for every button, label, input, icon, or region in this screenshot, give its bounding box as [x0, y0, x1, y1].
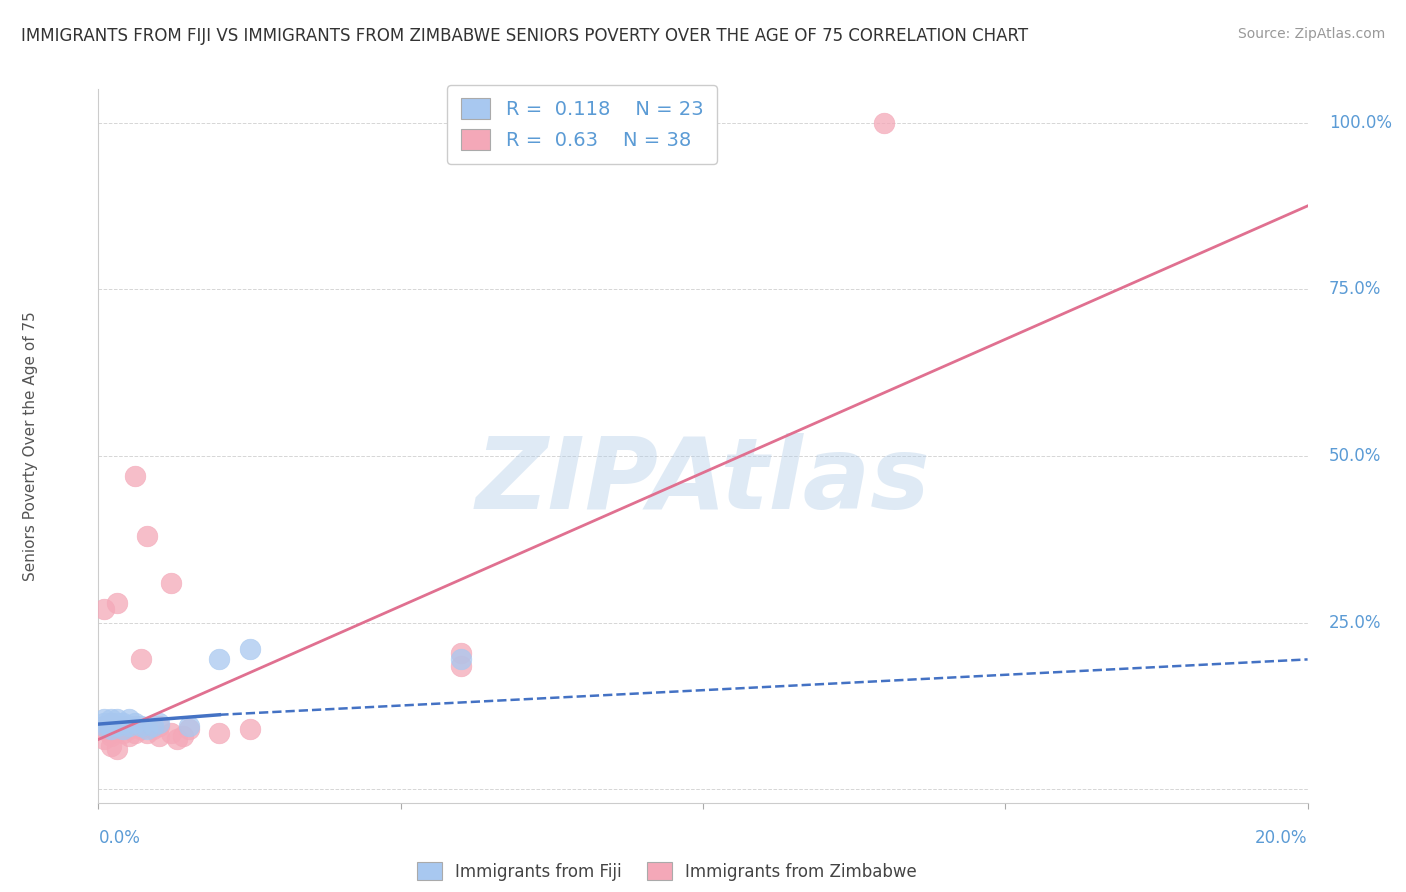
- Point: [93, 719, 115, 733]
- Point: [148, 729, 170, 743]
- Point: [118, 729, 141, 743]
- Text: 25.0%: 25.0%: [1329, 614, 1381, 632]
- Point: [124, 719, 146, 733]
- Point: [93, 715, 115, 730]
- Point: [93, 719, 115, 733]
- Point: [93, 723, 115, 737]
- Point: [118, 713, 141, 727]
- Point: [148, 719, 170, 733]
- Point: [124, 715, 146, 730]
- Text: 75.0%: 75.0%: [1329, 280, 1381, 298]
- Point: [208, 725, 231, 739]
- Point: [118, 723, 141, 737]
- Point: [105, 719, 128, 733]
- Point: [124, 725, 146, 739]
- Point: [129, 723, 152, 737]
- Point: [873, 115, 896, 129]
- Text: Seniors Poverty Over the Age of 75: Seniors Poverty Over the Age of 75: [24, 311, 38, 581]
- Text: IMMIGRANTS FROM FIJI VS IMMIGRANTS FROM ZIMBABWE SENIORS POVERTY OVER THE AGE OF: IMMIGRANTS FROM FIJI VS IMMIGRANTS FROM …: [21, 27, 1028, 45]
- Point: [124, 469, 146, 483]
- Point: [100, 725, 122, 739]
- Text: 50.0%: 50.0%: [1329, 447, 1381, 465]
- Point: [450, 659, 472, 673]
- Point: [129, 719, 152, 733]
- Legend: Immigrants from Fiji, Immigrants from Zimbabwe: Immigrants from Fiji, Immigrants from Zi…: [411, 855, 924, 888]
- Point: [166, 732, 188, 747]
- Point: [118, 719, 141, 733]
- Point: [177, 723, 201, 737]
- Text: Source: ZipAtlas.com: Source: ZipAtlas.com: [1237, 27, 1385, 41]
- Point: [135, 529, 157, 543]
- Point: [111, 723, 134, 737]
- Point: [100, 713, 122, 727]
- Point: [239, 642, 262, 657]
- Point: [93, 713, 115, 727]
- Point: [111, 723, 134, 737]
- Point: [105, 719, 128, 733]
- Point: [105, 723, 128, 737]
- Point: [142, 719, 165, 733]
- Point: [100, 715, 122, 730]
- Point: [100, 723, 122, 737]
- Point: [105, 742, 128, 756]
- Point: [239, 723, 262, 737]
- Point: [93, 602, 115, 616]
- Text: ZIPAtlas: ZIPAtlas: [475, 434, 931, 530]
- Text: 0.0%: 0.0%: [98, 829, 141, 847]
- Point: [111, 725, 134, 739]
- Point: [129, 652, 152, 666]
- Point: [177, 719, 201, 733]
- Point: [100, 739, 122, 753]
- Point: [160, 575, 183, 590]
- Point: [105, 596, 128, 610]
- Point: [100, 715, 122, 730]
- Point: [100, 729, 122, 743]
- Text: 100.0%: 100.0%: [1329, 113, 1392, 131]
- Point: [135, 725, 157, 739]
- Point: [105, 713, 128, 727]
- Point: [105, 715, 128, 730]
- Point: [450, 646, 472, 660]
- Point: [450, 652, 472, 666]
- Point: [208, 652, 231, 666]
- Point: [111, 719, 134, 733]
- Text: 20.0%: 20.0%: [1256, 829, 1308, 847]
- Point: [172, 729, 194, 743]
- Point: [93, 732, 115, 747]
- Point: [135, 723, 157, 737]
- Point: [100, 719, 122, 733]
- Point: [111, 715, 134, 730]
- Point: [142, 723, 165, 737]
- Point: [100, 719, 122, 733]
- Point: [160, 725, 183, 739]
- Point: [148, 715, 170, 730]
